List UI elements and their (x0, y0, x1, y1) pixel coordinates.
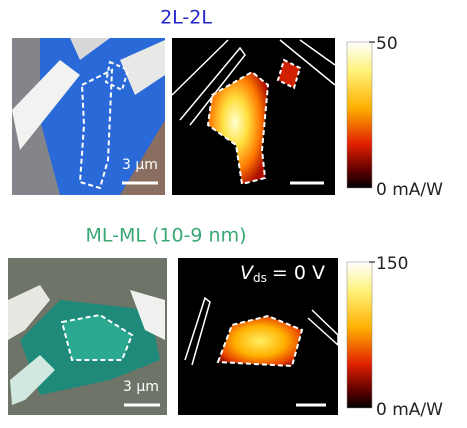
annotation-subscript: ds (253, 271, 267, 285)
annotation-symbol: V (240, 262, 255, 284)
photocurrent-map (171, 38, 336, 195)
optical-image (12, 38, 165, 195)
annotation: Vds = 0 V (240, 262, 325, 285)
colorbar (346, 41, 373, 189)
colorbar-min: 0 mA/W (376, 400, 443, 420)
annotation-rest: = 0 V (272, 262, 325, 284)
scale-bar-label: 3 μm (122, 157, 158, 173)
scale-bar-label: 3 μm (123, 379, 159, 395)
panel-title: 2L-2L (160, 7, 212, 29)
photocurrent-map: Vds = 0 V (178, 258, 339, 415)
colorbar-min: 0 mA/W (376, 180, 443, 200)
colorbar-max: 50 (376, 34, 398, 54)
colorbar (346, 261, 373, 409)
panel-title: ML-ML (10-9 nm) (85, 225, 246, 247)
optical-image (8, 258, 167, 415)
colorbar-max: 150 (376, 254, 408, 274)
